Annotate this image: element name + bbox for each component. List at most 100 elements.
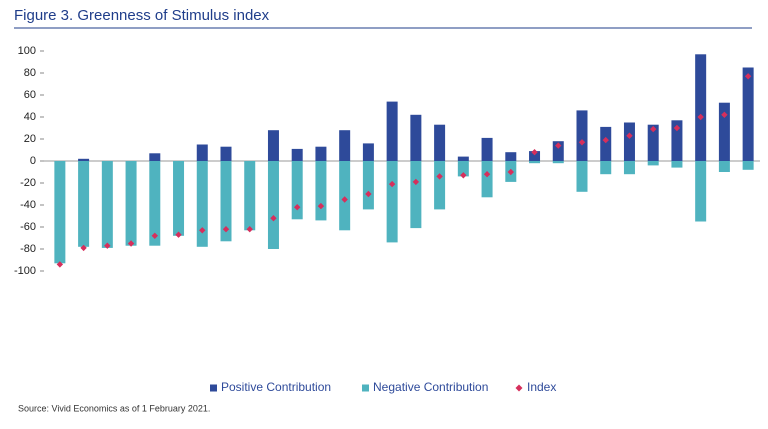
- y-tick-label: 20: [24, 133, 36, 145]
- bar: [101, 161, 113, 248]
- bar: [742, 161, 754, 170]
- bar: [647, 161, 659, 166]
- bar: [267, 130, 279, 161]
- y-tick-label: 40: [24, 111, 36, 123]
- bar: [196, 144, 208, 161]
- index-marker: [246, 226, 253, 233]
- bar: [576, 161, 588, 192]
- legend-marker: [362, 384, 369, 392]
- legend-label: Index: [527, 380, 556, 394]
- bar: [339, 161, 351, 231]
- bar: [315, 161, 327, 221]
- bar: [78, 158, 90, 161]
- bar: [742, 67, 754, 161]
- bar: [220, 146, 232, 161]
- bar: [244, 161, 256, 231]
- index-marker: [317, 202, 325, 210]
- index-marker: [673, 124, 681, 132]
- index-marker: [602, 136, 609, 144]
- y-tick-label: -60: [20, 221, 36, 233]
- y-tick-label: -20: [20, 177, 36, 189]
- bar: [196, 161, 208, 247]
- y-tick-label: 100: [18, 45, 36, 57]
- bar: [291, 161, 303, 220]
- bar: [434, 161, 446, 210]
- index-marker: [388, 180, 396, 188]
- y-tick-label: -40: [20, 199, 36, 211]
- bar: [529, 161, 541, 164]
- index-marker: [483, 171, 491, 178]
- bar: [149, 161, 161, 246]
- index-marker: [436, 173, 443, 180]
- index-marker: [365, 190, 372, 198]
- bar: [457, 156, 469, 161]
- y-tick-label: 80: [24, 67, 36, 79]
- bar: [362, 143, 374, 161]
- y-tick-label: 0: [30, 155, 36, 167]
- index-marker: [721, 111, 728, 118]
- index-marker: [270, 215, 277, 222]
- bar: [362, 161, 374, 210]
- index-marker: [531, 149, 538, 156]
- bar: [718, 161, 730, 172]
- y-tick-label: 60: [24, 89, 36, 101]
- legend-marker: [210, 384, 217, 392]
- index-marker: [650, 125, 657, 133]
- legend-label: Positive Contribution: [221, 380, 331, 394]
- bar: [410, 114, 422, 161]
- index-marker: [175, 231, 182, 238]
- bar: [576, 110, 588, 161]
- bar: [54, 161, 66, 264]
- bar: [410, 161, 422, 229]
- bar: [78, 161, 90, 247]
- bar: [695, 54, 707, 161]
- bar: [671, 161, 683, 168]
- source: Source: Vivid Economics as of 1 February…: [18, 403, 210, 413]
- bar: [481, 137, 493, 161]
- bar: [315, 146, 327, 161]
- legend-label: Negative Contribution: [373, 380, 488, 394]
- bar: [481, 161, 493, 198]
- bar: [386, 161, 398, 243]
- bar: [267, 161, 279, 249]
- index-marker: [127, 240, 135, 247]
- index-marker: [507, 168, 514, 176]
- bar: [339, 130, 351, 161]
- bar: [647, 124, 659, 161]
- bar: [671, 120, 683, 161]
- bar: [600, 161, 612, 175]
- index-marker: [294, 204, 301, 211]
- bar: [505, 152, 517, 161]
- index-marker: [555, 142, 562, 149]
- index-marker: [578, 139, 586, 146]
- index-marker: [341, 196, 348, 203]
- bar: [173, 161, 185, 236]
- chart-title: Figure 3. Greenness of Stimulus index: [14, 7, 270, 24]
- y-tick-label: -80: [20, 243, 36, 255]
- index-marker: [104, 242, 111, 249]
- bar: [386, 101, 398, 161]
- index-marker: [626, 132, 633, 139]
- legend-marker: [515, 384, 523, 392]
- bar: [457, 161, 469, 177]
- bar: [529, 151, 541, 161]
- bar: [125, 161, 137, 246]
- bar: [434, 124, 446, 161]
- index-marker: [697, 113, 704, 121]
- bar: [220, 161, 232, 242]
- y-tick-label: -100: [14, 265, 36, 277]
- bar: [552, 161, 564, 164]
- bar: [623, 161, 635, 175]
- bar: [552, 141, 564, 161]
- index-marker: [56, 261, 64, 268]
- index-marker: [744, 73, 752, 80]
- index-marker: [222, 226, 230, 233]
- index-marker: [460, 172, 467, 179]
- index-marker: [199, 227, 206, 234]
- index-marker: [151, 232, 158, 239]
- index-marker: [80, 244, 87, 252]
- index-marker: [412, 178, 420, 186]
- bar: [291, 148, 303, 161]
